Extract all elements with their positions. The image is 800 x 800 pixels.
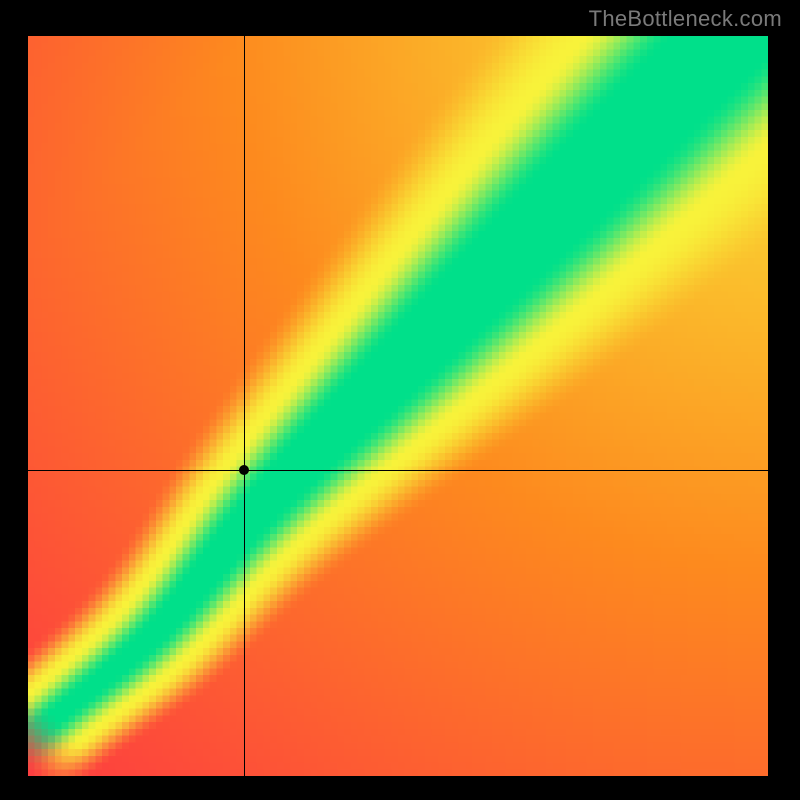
marker-point <box>239 465 249 475</box>
chart-container: TheBottleneck.com <box>0 0 800 800</box>
heatmap-plot <box>28 36 768 776</box>
heatmap-canvas <box>28 36 768 776</box>
attribution-text: TheBottleneck.com <box>589 6 782 32</box>
crosshair-horizontal <box>28 470 768 471</box>
crosshair-vertical <box>244 36 245 776</box>
